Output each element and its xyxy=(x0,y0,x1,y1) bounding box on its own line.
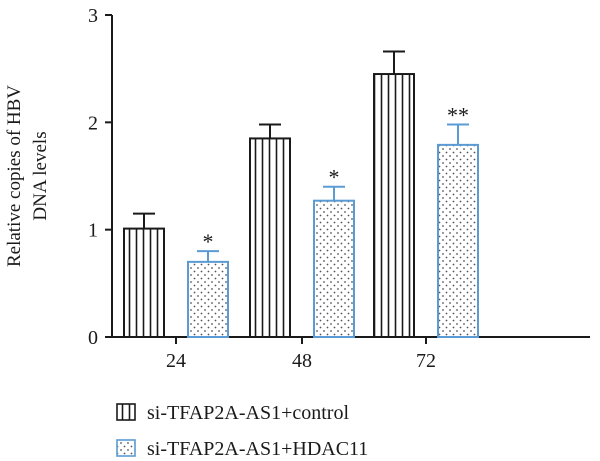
legend-label-1: si-TFAP2A-AS1+HDAC11 xyxy=(147,438,368,460)
significance-mark-1-2: ** xyxy=(447,102,469,127)
y-tick-label-0: 0 xyxy=(88,327,98,349)
legend-label-0: si-TFAP2A-AS1+control xyxy=(147,402,349,424)
y-tick-label-3: 3 xyxy=(88,5,98,27)
bar-0-0 xyxy=(123,227,165,339)
bar-1-2 xyxy=(437,143,479,338)
bar-0-1 xyxy=(249,137,291,338)
y-axis-label: Relative copies of HBV DNA levels xyxy=(4,85,51,267)
y-axis-label-line-2: DNA levels xyxy=(30,131,51,220)
significance-mark-1-0: * xyxy=(203,229,214,254)
legend-swatch-1 xyxy=(116,439,136,457)
bar-1-1 xyxy=(313,199,355,338)
bar-0-2 xyxy=(373,73,415,339)
y-axis-label-line-1: Relative copies of HBV xyxy=(4,85,25,267)
x-tick-label-1: 48 xyxy=(292,350,312,372)
bar-1-0 xyxy=(187,260,229,338)
y-tick-label-2: 2 xyxy=(88,112,98,134)
y-tick-label-1: 1 xyxy=(88,220,98,242)
x-tick-label-2: 72 xyxy=(416,350,436,372)
x-tick-label-0: 24 xyxy=(166,350,186,372)
legend: si-TFAP2A-AS1+control si-TFAP2A-AS1+HDAC1… xyxy=(116,402,368,460)
legend-swatch-0 xyxy=(116,403,136,421)
significance-mark-1-1: * xyxy=(329,165,340,190)
